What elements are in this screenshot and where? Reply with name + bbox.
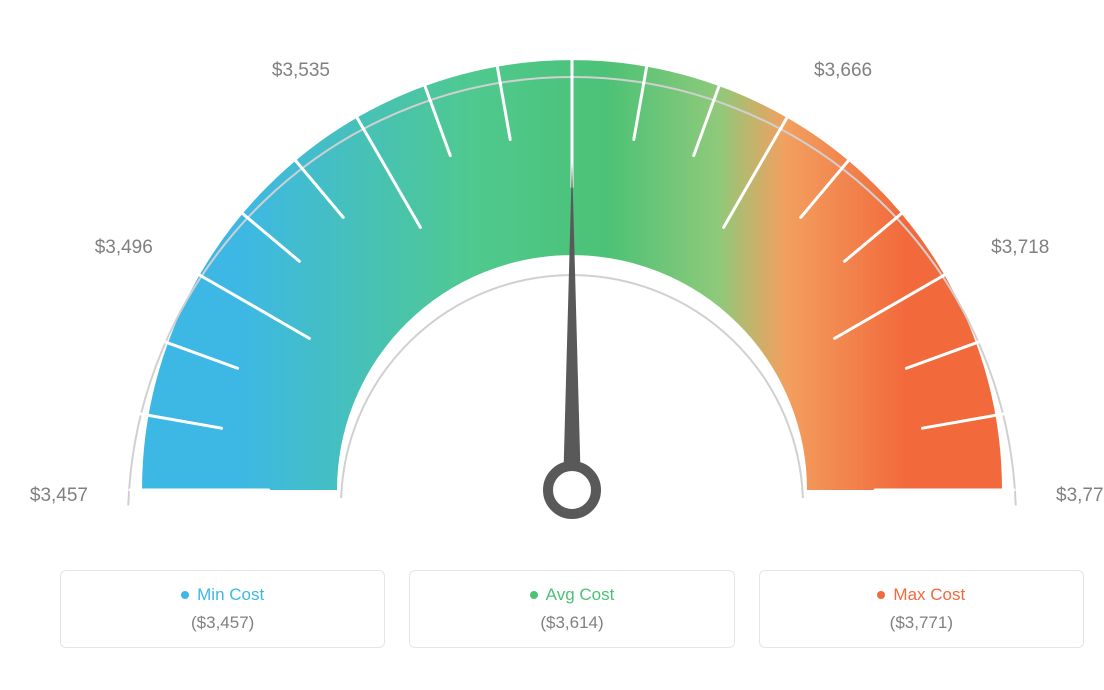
cost-gauge-chart: $3,457$3,496$3,535$3,614$3,666$3,718$3,7… bbox=[20, 20, 1104, 648]
legend-label-text-max: Max Cost bbox=[893, 585, 965, 605]
legend-card-max: Max Cost ($3,771) bbox=[759, 570, 1084, 648]
gauge-svg-container: $3,457$3,496$3,535$3,614$3,666$3,718$3,7… bbox=[20, 20, 1104, 560]
svg-text:$3,535: $3,535 bbox=[272, 60, 330, 81]
legend-value-avg: ($3,614) bbox=[430, 613, 713, 633]
legend-dot-max bbox=[877, 591, 885, 599]
legend-card-min: Min Cost ($3,457) bbox=[60, 570, 385, 648]
svg-text:$3,718: $3,718 bbox=[991, 237, 1049, 258]
legend-value-min: ($3,457) bbox=[81, 613, 364, 633]
legend-dot-avg bbox=[530, 591, 538, 599]
legend-value-max: ($3,771) bbox=[780, 613, 1063, 633]
legend-label-text-avg: Avg Cost bbox=[546, 585, 615, 605]
svg-text:$3,457: $3,457 bbox=[30, 485, 88, 506]
legend-card-avg: Avg Cost ($3,614) bbox=[409, 570, 734, 648]
legend-label-avg: Avg Cost bbox=[430, 585, 713, 605]
svg-text:$3,666: $3,666 bbox=[814, 60, 872, 81]
svg-text:$3,771: $3,771 bbox=[1056, 485, 1104, 506]
legend-label-text-min: Min Cost bbox=[197, 585, 264, 605]
gauge-svg: $3,457$3,496$3,535$3,614$3,666$3,718$3,7… bbox=[20, 20, 1104, 560]
legend-dot-min bbox=[181, 591, 189, 599]
legend-label-min: Min Cost bbox=[81, 585, 364, 605]
legend-label-max: Max Cost bbox=[780, 585, 1063, 605]
svg-text:$3,496: $3,496 bbox=[95, 237, 153, 258]
legend-row: Min Cost ($3,457) Avg Cost ($3,614) Max … bbox=[20, 570, 1104, 648]
